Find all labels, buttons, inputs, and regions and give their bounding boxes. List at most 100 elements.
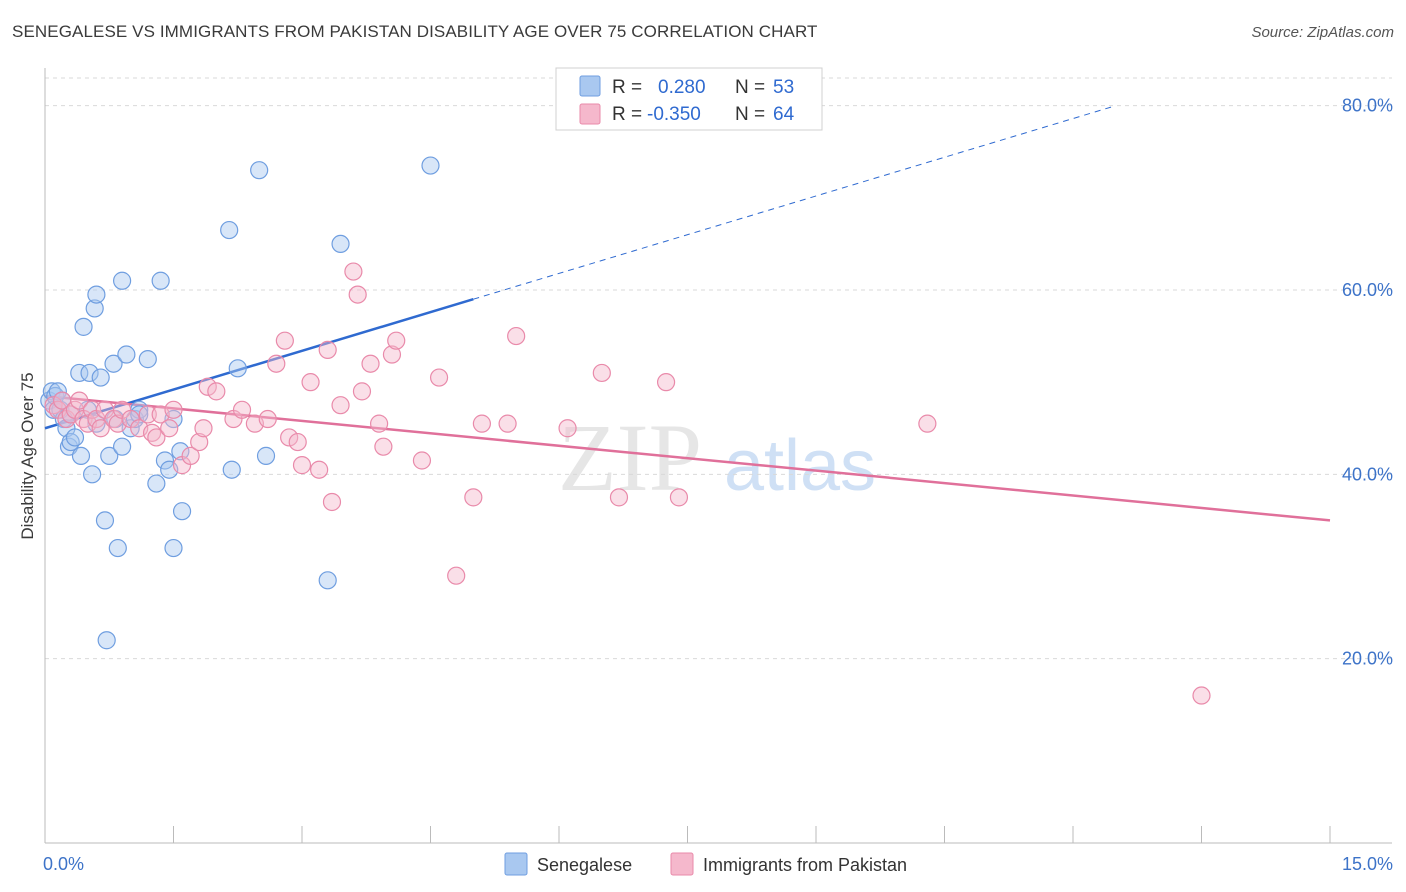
point-senegalese	[108, 538, 127, 558]
point-senegalese	[83, 465, 102, 484]
point-senegalese	[100, 446, 119, 465]
point-pakistan	[181, 446, 200, 465]
y-tick-label: 20.0%	[1342, 649, 1393, 669]
point-senegalese	[87, 285, 106, 304]
source-label: Source: ZipAtlas.com	[1251, 24, 1394, 41]
legend-r-value-1: 0.280	[658, 77, 706, 98]
legend-n-label-2: N =	[735, 104, 765, 125]
point-senegalese	[65, 428, 85, 447]
point-pakistan	[352, 382, 372, 401]
legend-n-label-1: N =	[735, 77, 765, 98]
point-pakistan	[267, 354, 286, 373]
point-pakistan	[292, 456, 312, 475]
point-pakistan	[592, 363, 611, 383]
y-tick-label: 60.0%	[1342, 280, 1393, 300]
y-axis-label: Disability Age Over 75	[18, 372, 37, 539]
data-points	[40, 156, 1211, 705]
point-pakistan	[301, 373, 320, 392]
point-senegalese	[155, 451, 175, 470]
point-pakistan	[348, 285, 367, 304]
point-senegalese	[91, 368, 110, 387]
point-senegalese	[222, 460, 241, 479]
point-senegalese	[97, 631, 116, 650]
point-senegalese	[331, 234, 350, 254]
point-senegalese	[151, 271, 170, 290]
point-pakistan	[507, 326, 526, 346]
point-senegalese	[171, 442, 190, 461]
legend: R = 0.280 N = 53 R = -0.350 N = 64	[555, 67, 823, 131]
point-pakistan	[918, 414, 937, 433]
point-pakistan	[361, 354, 380, 373]
point-senegalese	[117, 345, 136, 364]
point-senegalese	[250, 161, 269, 180]
x-tick-label: 15.0%	[1342, 854, 1393, 874]
point-senegalese	[256, 446, 276, 465]
point-senegalese	[220, 220, 239, 240]
point-pakistan	[1192, 686, 1211, 705]
point-senegalese	[95, 511, 115, 530]
x-tick-label: 0.0%	[43, 854, 84, 874]
watermark-atlas: atlas	[724, 426, 876, 506]
point-pakistan	[374, 437, 393, 456]
point-pakistan	[147, 428, 166, 447]
bottom-legend-swatch-senegalese	[504, 852, 528, 876]
point-pakistan	[194, 419, 213, 438]
point-pakistan	[280, 428, 299, 447]
point-senegalese	[74, 317, 93, 336]
point-senegalese	[147, 474, 166, 493]
y-tick-label: 80.0%	[1342, 96, 1393, 116]
point-senegalese	[138, 350, 157, 369]
point-pakistan	[83, 400, 102, 419]
point-senegalese	[228, 359, 247, 378]
legend-r-label-2: R =	[612, 104, 642, 125]
y-tick-label: 40.0%	[1342, 464, 1393, 484]
point-pakistan	[70, 391, 89, 410]
point-pakistan	[344, 262, 363, 281]
point-pakistan	[412, 451, 432, 470]
point-pakistan	[275, 331, 294, 350]
point-senegalese	[112, 271, 132, 290]
trendline-senegalese	[44, 298, 474, 430]
point-pakistan	[387, 331, 406, 350]
point-senegalese	[48, 382, 67, 401]
point-pakistan	[138, 405, 157, 424]
point-pakistan	[656, 373, 676, 392]
point-pakistan	[382, 345, 402, 364]
point-pakistan	[472, 414, 491, 433]
point-pakistan	[258, 409, 277, 429]
point-senegalese	[85, 299, 104, 318]
point-pakistan	[447, 566, 466, 585]
point-senegalese	[318, 571, 337, 590]
legend-swatch-senegalese	[579, 75, 601, 97]
legend-swatch-pakistan	[579, 103, 601, 125]
point-pakistan	[669, 488, 689, 507]
tick-labels: 20.0% 40.0% 60.0% 80.0% 0.0% 15.0%	[43, 96, 1393, 874]
point-senegalese	[70, 363, 89, 383]
legend-r-value-2: -0.350	[647, 104, 701, 125]
trendlines	[44, 105, 1331, 522]
point-pakistan	[91, 419, 110, 438]
point-pakistan	[322, 492, 342, 512]
point-pakistan	[429, 368, 449, 387]
point-senegalese	[164, 538, 183, 558]
bottom-legend-senegalese: Senegalese	[537, 855, 632, 875]
trendline-senegalese-extension	[473, 105, 1116, 300]
point-senegalese	[71, 446, 91, 465]
point-senegalese	[112, 437, 132, 456]
point-pakistan	[190, 432, 209, 452]
point-pakistan	[160, 419, 179, 438]
point-pakistan	[609, 488, 629, 507]
point-pakistan	[464, 488, 483, 507]
axes	[44, 68, 1392, 844]
point-senegalese	[104, 354, 123, 373]
point-senegalese	[172, 502, 192, 521]
point-pakistan	[498, 414, 517, 433]
point-pakistan	[310, 460, 329, 479]
legend-n-value-2: 64	[773, 104, 795, 125]
bottom-legend-swatch-pakistan	[670, 852, 694, 876]
point-pakistan	[164, 400, 183, 419]
point-pakistan	[331, 396, 350, 415]
point-pakistan	[370, 414, 389, 433]
point-pakistan	[318, 340, 337, 359]
